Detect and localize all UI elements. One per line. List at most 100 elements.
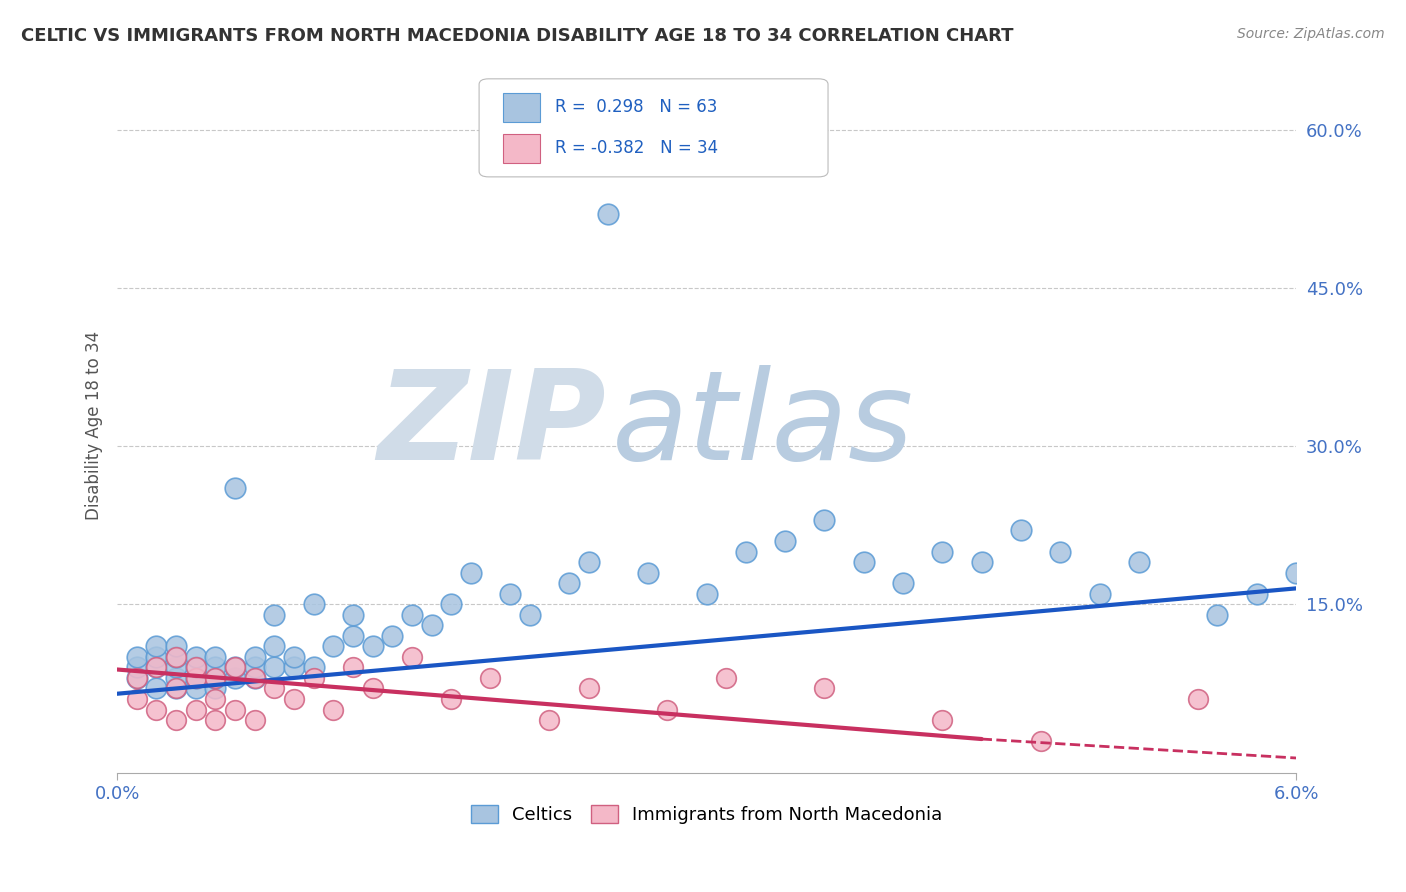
Text: ZIP: ZIP: [378, 365, 606, 485]
Point: [1010, 524, 1032, 538]
Point: [125, 692, 148, 706]
Text: Source: ZipAtlas.com: Source: ZipAtlas.com: [1237, 27, 1385, 41]
Point: [165, 640, 187, 654]
Point: [165, 660, 187, 674]
Point: [322, 702, 344, 716]
Point: [165, 649, 187, 664]
Point: [145, 702, 167, 716]
Point: [499, 587, 522, 601]
Point: [283, 649, 305, 664]
Point: [1206, 607, 1229, 622]
Point: [578, 555, 600, 569]
Point: [145, 660, 167, 674]
FancyBboxPatch shape: [479, 78, 828, 177]
Point: [852, 555, 875, 569]
Point: [283, 660, 305, 674]
Legend: Celtics, Immigrants from North Macedonia: Celtics, Immigrants from North Macedonia: [461, 796, 952, 833]
Point: [165, 681, 187, 696]
Point: [165, 713, 187, 727]
Point: [224, 671, 246, 685]
Point: [637, 566, 659, 580]
Point: [165, 671, 187, 685]
Point: [283, 692, 305, 706]
Point: [224, 702, 246, 716]
Point: [224, 660, 246, 674]
Point: [420, 618, 443, 632]
Point: [145, 660, 167, 674]
Point: [165, 681, 187, 696]
Point: [716, 671, 738, 685]
Point: [578, 681, 600, 696]
Point: [263, 681, 285, 696]
Point: [735, 544, 758, 558]
Point: [302, 671, 325, 685]
Point: [145, 640, 167, 654]
Point: [696, 587, 718, 601]
Point: [243, 649, 266, 664]
Point: [204, 671, 226, 685]
Point: [204, 671, 226, 685]
Text: atlas: atlas: [612, 365, 914, 485]
Point: [440, 597, 463, 611]
Point: [184, 649, 207, 664]
Point: [224, 481, 246, 495]
Point: [558, 576, 581, 591]
Y-axis label: Disability Age 18 to 34: Disability Age 18 to 34: [86, 331, 103, 520]
Point: [302, 660, 325, 674]
Point: [1088, 587, 1111, 601]
Point: [204, 681, 226, 696]
Point: [538, 713, 561, 727]
Point: [657, 702, 679, 716]
Point: [891, 576, 914, 591]
Bar: [503, 93, 540, 122]
Point: [184, 702, 207, 716]
Point: [145, 649, 167, 664]
Point: [204, 660, 226, 674]
Point: [322, 640, 344, 654]
Text: R = -0.382   N = 34: R = -0.382 N = 34: [554, 139, 717, 157]
Point: [813, 681, 835, 696]
Point: [519, 607, 541, 622]
Point: [224, 660, 246, 674]
Point: [184, 681, 207, 696]
Point: [125, 671, 148, 685]
Point: [440, 692, 463, 706]
Point: [243, 671, 266, 685]
Point: [1029, 734, 1052, 748]
Point: [970, 555, 993, 569]
Point: [813, 513, 835, 527]
Point: [1128, 555, 1150, 569]
Point: [931, 713, 953, 727]
Point: [204, 649, 226, 664]
Point: [1246, 587, 1268, 601]
Point: [302, 597, 325, 611]
Point: [145, 681, 167, 696]
Point: [204, 692, 226, 706]
Point: [479, 671, 502, 685]
Point: [361, 681, 384, 696]
Point: [184, 660, 207, 674]
Point: [931, 544, 953, 558]
Point: [342, 660, 364, 674]
Point: [263, 660, 285, 674]
Point: [1285, 566, 1308, 580]
Point: [1049, 544, 1071, 558]
Point: [263, 640, 285, 654]
Point: [204, 713, 226, 727]
Point: [125, 671, 148, 685]
Point: [1187, 692, 1209, 706]
Point: [401, 649, 423, 664]
Point: [184, 671, 207, 685]
Point: [381, 629, 404, 643]
Point: [460, 566, 482, 580]
Point: [243, 671, 266, 685]
Point: [773, 533, 796, 548]
Point: [125, 660, 148, 674]
Point: [243, 713, 266, 727]
Point: [243, 660, 266, 674]
Point: [361, 640, 384, 654]
Text: R =  0.298   N = 63: R = 0.298 N = 63: [554, 98, 717, 116]
Point: [165, 649, 187, 664]
Point: [401, 607, 423, 622]
Point: [184, 671, 207, 685]
